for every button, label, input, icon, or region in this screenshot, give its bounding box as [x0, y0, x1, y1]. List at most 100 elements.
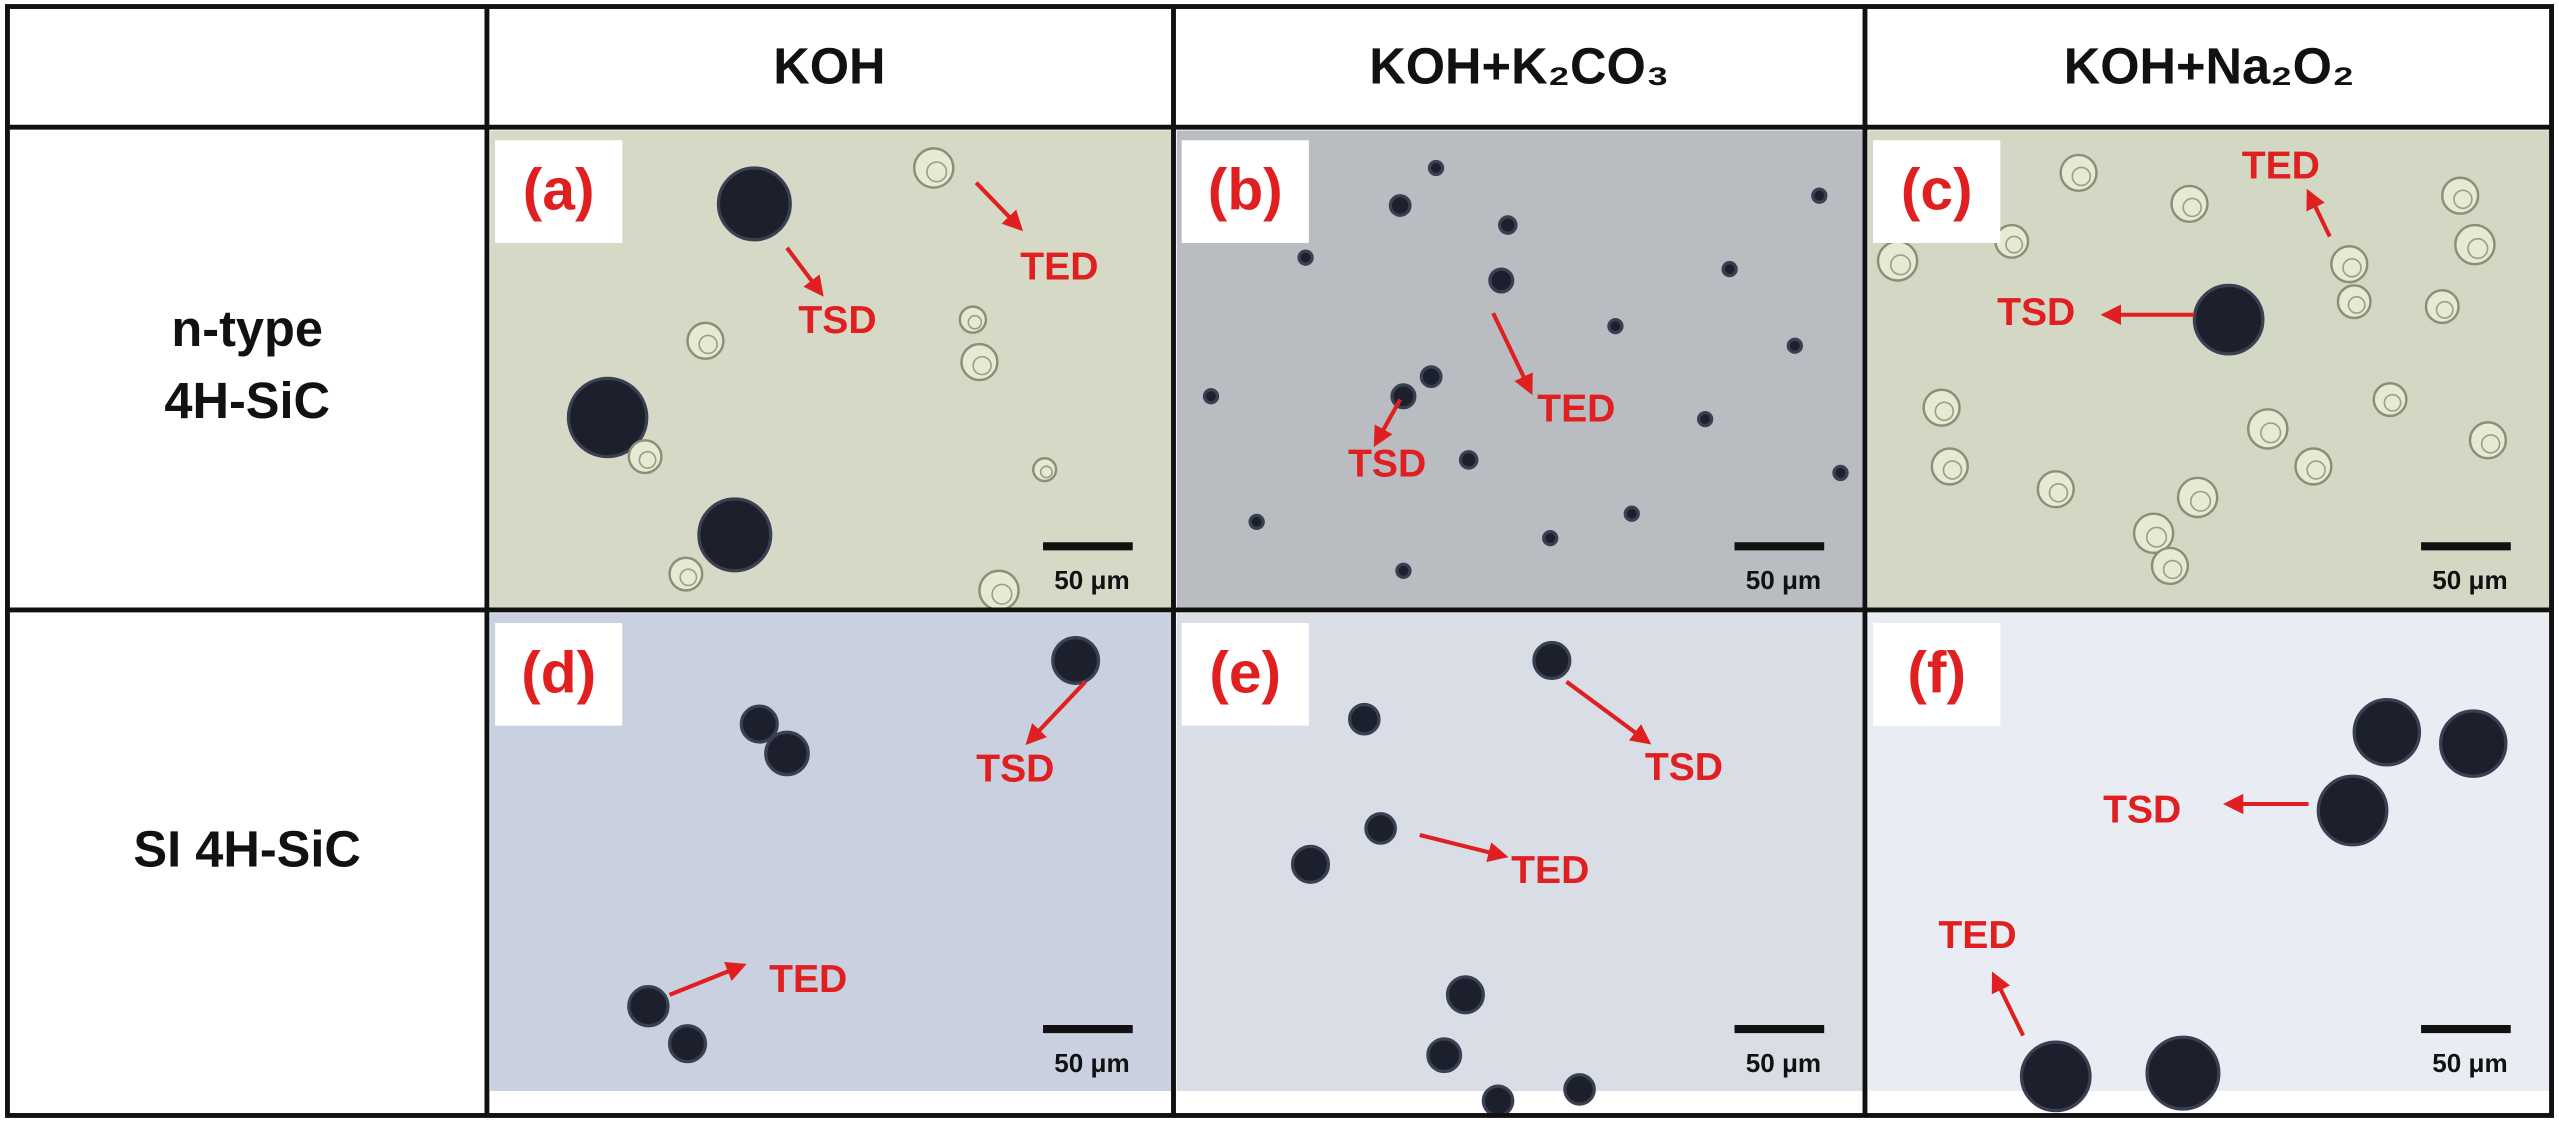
- defect-annotation: TSD: [1645, 746, 1723, 789]
- etch-pit: [1347, 702, 1381, 736]
- etch-pit: [1607, 318, 1624, 335]
- etch-pit: [1481, 1084, 1515, 1118]
- etch-pit: [764, 730, 810, 777]
- panel-label: (c): [1901, 158, 1973, 223]
- etch-pit: [1623, 505, 1640, 522]
- etch-pit-core: [2005, 235, 2024, 254]
- arrow: [1491, 312, 1533, 396]
- labels: KOH KOH+K₂CO₃ KOH+Na₂O₂ n-type 4H-SiC SI 4H-S…: [133, 37, 2354, 877]
- etch-pit: [1721, 260, 1738, 278]
- etch-pit: [716, 166, 792, 242]
- scale-bar-label: 50 μm: [2432, 1048, 2507, 1078]
- scale-bar-label: 50 μm: [1746, 565, 1821, 595]
- panel-label: (a): [523, 158, 595, 223]
- panel-label: (f): [1907, 640, 1966, 705]
- etch-pit: [1786, 337, 1803, 354]
- defect-annotation: TED: [1511, 849, 1589, 892]
- etch-pit-core: [2383, 393, 2402, 412]
- defect-annotation: TSD: [2103, 788, 2181, 831]
- micrograph: (f) TSD TED 50 μm: [1868, 613, 2552, 1113]
- etch-pit: [1427, 159, 1445, 177]
- scale-bar-label: 50 μm: [1054, 565, 1129, 595]
- etch-pit: [1498, 215, 1518, 235]
- column-header: KOH+K₂CO₃: [1369, 37, 1669, 94]
- etch-pit-core: [638, 450, 657, 469]
- etch-pit: [1395, 562, 1412, 579]
- etch-pit-core: [1889, 254, 1912, 276]
- etch-pit: [1290, 844, 1331, 884]
- etch-pit: [1532, 640, 1572, 681]
- etch-pit-core: [926, 161, 948, 183]
- etch-pit-core: [2071, 166, 2092, 187]
- etch-pit-core: [679, 568, 698, 587]
- etch-pit: [566, 376, 649, 459]
- etch-pit: [1426, 1037, 1463, 1074]
- defect-annotation: TSD: [1997, 291, 2075, 334]
- etch-pit: [2352, 697, 2422, 767]
- etch-pit-core: [1039, 465, 1053, 479]
- defect-annotation: TSD: [1348, 443, 1426, 486]
- etch-pit-core: [2306, 460, 2326, 480]
- etch-pit: [697, 497, 773, 573]
- etch-pit: [627, 985, 670, 1028]
- micrograph: (e) TSD TED 50 μm: [1176, 613, 1865, 1118]
- etch-pit: [1542, 530, 1559, 547]
- etch-pit-core: [2347, 295, 2366, 314]
- panel-label-box: [495, 622, 623, 726]
- defect-annotation: TSD: [976, 748, 1054, 791]
- row-label: SI 4H-SiC: [133, 820, 361, 877]
- etch-pit-core: [2480, 434, 2501, 454]
- micrograph: (c) TED TSD 50 μm: [1868, 130, 2552, 609]
- panel-label-box: [495, 140, 623, 243]
- defect-annotation: TED: [1938, 914, 2016, 957]
- arrow: [1025, 680, 1087, 745]
- micrograph: (b) TED TSD 50 μm: [1176, 130, 1865, 609]
- etch-pit: [1458, 450, 1479, 470]
- column-header: KOH+Na₂O₂: [2064, 37, 2355, 94]
- arrow: [2306, 188, 2332, 238]
- defect-annotation: TED: [2242, 144, 2320, 187]
- panel-label-box: [1873, 140, 2001, 243]
- etch-pit: [2192, 283, 2265, 356]
- etch-pit: [1248, 513, 1265, 531]
- scale-bar-label: 50 μm: [2432, 565, 2507, 595]
- panel-label-box: [1181, 622, 1309, 726]
- arrow: [668, 962, 747, 997]
- panel-label: (d): [521, 640, 596, 705]
- defect-annotation: TED: [1537, 387, 1615, 430]
- arrow: [785, 246, 824, 297]
- etch-pit: [2439, 709, 2508, 778]
- micrograph: (d) TSD TED 50 μm: [490, 613, 1174, 1092]
- etch-pit: [2019, 1040, 2092, 1113]
- row-label: 4H-SiC: [164, 372, 330, 429]
- arrow: [1373, 398, 1402, 448]
- etch-pit-core: [2182, 197, 2202, 218]
- row-label: n-type: [171, 300, 323, 357]
- etch-pit: [1202, 388, 1220, 405]
- defect-annotation: TED: [1020, 245, 1098, 288]
- panels: (a) TSD TED 50 μm (b) TED TSD 50 μm (c) TED TSD 50 …: [490, 130, 2552, 1118]
- panel-label: (b): [1208, 158, 1283, 223]
- panel-label-box: [1873, 622, 2001, 726]
- etch-pit: [1051, 636, 1101, 685]
- etch-pit: [1297, 249, 1314, 266]
- etch-pit-core: [2145, 526, 2168, 548]
- etch-pit-core: [2260, 422, 2282, 444]
- etch-pit-core: [2467, 237, 2489, 260]
- scale-bar-label: 50 μm: [1054, 1048, 1129, 1078]
- etch-pit-core: [967, 314, 983, 330]
- table-grid: [5, 4, 2554, 1118]
- etch-pit: [1419, 365, 1443, 389]
- etch-pit: [1488, 267, 1515, 294]
- etch-pit-core: [2189, 490, 2212, 512]
- column-header: KOH: [773, 37, 885, 94]
- scale-bar-label: 50 μm: [1746, 1048, 1821, 1078]
- etch-pit-core: [2453, 189, 2473, 210]
- etch-pit: [1563, 1073, 1596, 1106]
- etch-pit-core: [698, 334, 718, 355]
- etch-pit: [1811, 187, 1828, 204]
- etch-pit-core: [2342, 257, 2362, 278]
- etch-pit: [1364, 812, 1397, 845]
- defect-annotation: TED: [769, 958, 847, 1001]
